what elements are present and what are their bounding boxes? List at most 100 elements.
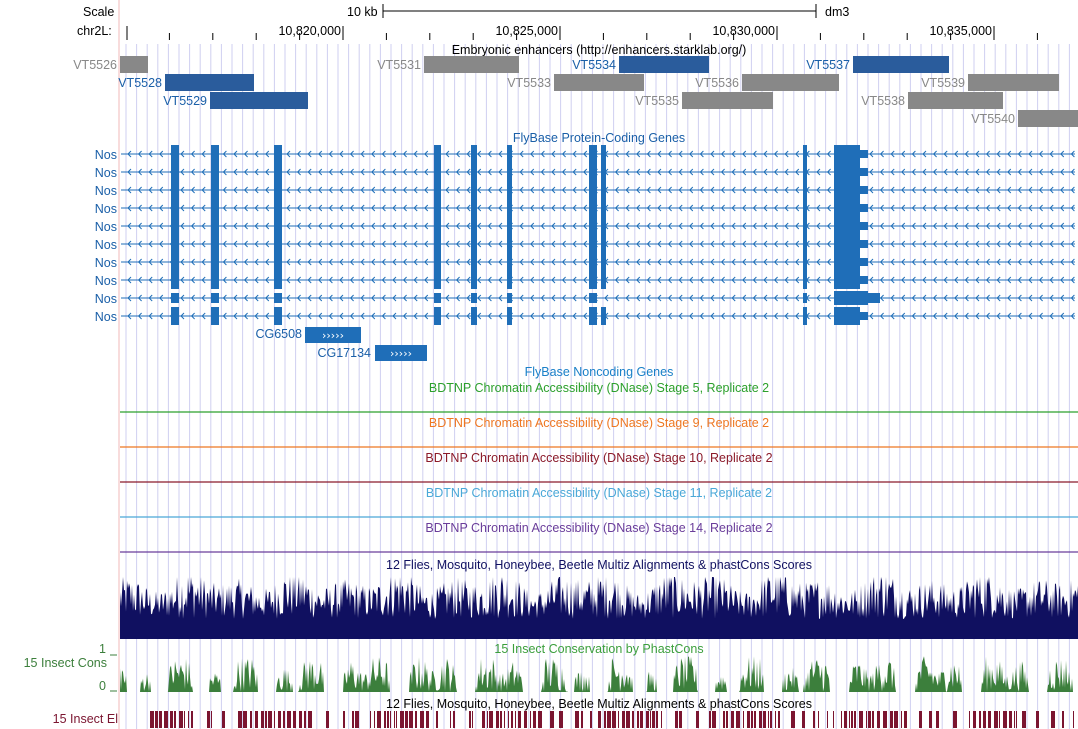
multiz-track[interactable]: 12 Flies, Mosquito, Honeybee, Beetle Mul… [120, 558, 1078, 639]
enhancer-block[interactable] [853, 56, 949, 73]
exon [471, 145, 477, 163]
conserved-element [1051, 711, 1055, 728]
dnase-track-stage[interactable]: BDTNP Chromatin Accessibility (DNase) St… [120, 486, 1078, 518]
exon [589, 217, 597, 235]
dnase-track-stage[interactable]: BDTNP Chromatin Accessibility (DNase) St… [120, 521, 1078, 553]
ruler-ticks: 10,820,000 10,825,000 10,830,000 10,835,000 [168, 24, 1038, 40]
gene-body-cg17134[interactable] [375, 345, 427, 361]
conserved-element [759, 711, 762, 728]
enhancer-block[interactable] [1018, 110, 1078, 127]
conserved-element [188, 711, 189, 728]
enhancer-block[interactable] [908, 92, 1003, 109]
conserved-element [607, 711, 611, 728]
conserved-element [712, 711, 716, 728]
transcript-label: Nos [95, 292, 117, 306]
enhancer-vt5536[interactable]: VT5536 [695, 74, 839, 91]
conserved-element [679, 711, 682, 728]
enhancer-vt5538[interactable]: VT5538 [861, 92, 1003, 109]
transcript-nos[interactable]: Nos [95, 163, 1075, 181]
enhancer-vt5539[interactable]: VT5539 [921, 74, 1059, 91]
phastcons-wiggle[interactable] [120, 656, 1078, 692]
scale-bar-label: 10 kb [347, 5, 378, 19]
exon [434, 293, 441, 303]
enhancer-block[interactable] [554, 74, 644, 91]
transcript-nos[interactable]: Nos [95, 271, 1075, 289]
enhancer-vt5533[interactable]: VT5533 [507, 74, 644, 91]
transcript-nos[interactable]: Nos [95, 217, 1075, 235]
dnase-track-stage[interactable]: BDTNP Chromatin Accessibility (DNase) St… [120, 381, 1078, 413]
enhancer-block[interactable] [619, 56, 709, 73]
strand-chevron-icon [127, 222, 1075, 230]
multiz-conservation-wiggle[interactable] [120, 577, 1078, 639]
conserved-elements-track[interactable]: 12 Flies, Mosquito, Honeybee, Beetle Mul… [53, 697, 1074, 728]
exon [434, 199, 441, 217]
exon [601, 271, 606, 289]
transcript-nos[interactable]: Nos [95, 235, 1075, 253]
enhancer-label: VT5535 [635, 94, 679, 108]
conserved-element [637, 711, 639, 728]
transcript-label: Nos [95, 184, 117, 198]
enhancer-block[interactable] [682, 92, 773, 109]
gene-body-cg6508[interactable] [305, 327, 361, 343]
conserved-element [778, 711, 780, 728]
transcript-nos[interactable]: Nos [95, 291, 1075, 306]
transcript-nos[interactable]: Nos [95, 307, 1075, 325]
enhancer-vt5529[interactable]: VT5529 [163, 92, 308, 109]
exon [589, 293, 597, 303]
conserved-element [763, 711, 766, 728]
dnase-track-stage[interactable]: BDTNP Chromatin Accessibility (DNase) St… [120, 451, 1078, 483]
conserved-element [238, 711, 242, 728]
conserved-element [170, 711, 173, 728]
transcript-nos[interactable]: Nos [95, 253, 1075, 271]
conserved-element [770, 711, 772, 728]
enhancer-vt5534[interactable]: VT5534 [572, 56, 709, 73]
conserved-element [661, 711, 662, 728]
enhancer-vt5537[interactable]: VT5537 [806, 56, 949, 73]
ruler-track[interactable]: Scale chr2L: 10 kb dm3 10,820,000 10,825,… [77, 4, 1038, 40]
noncoding-track-title[interactable]: FlyBase Noncoding Genes [525, 365, 674, 379]
enhancer-vt5540[interactable]: VT5540 [971, 110, 1078, 127]
ruler-position-label: 10,820,000 [278, 24, 341, 38]
phastcons-track[interactable]: 15 Insect Conservation by PhastCons 15 I… [24, 642, 1078, 693]
exon [471, 181, 477, 199]
enhancer-block[interactable] [424, 56, 519, 73]
exon [274, 293, 282, 303]
transcript-nos[interactable]: Nos [95, 145, 1075, 163]
enhancer-vt5531[interactable]: VT5531 [377, 56, 519, 73]
enhancer-vt5535[interactable]: VT5535 [635, 92, 773, 109]
exon [274, 163, 282, 181]
enhancer-block[interactable] [120, 56, 148, 73]
transcript-nos[interactable]: Nos [95, 181, 1075, 199]
conserved-element [656, 711, 658, 728]
gene-cg17134[interactable]: CG17134 ››››› [317, 345, 427, 361]
transcript-nos[interactable]: Nos [95, 199, 1075, 217]
enhancer-block[interactable] [165, 74, 254, 91]
exon [507, 145, 512, 163]
exon [434, 307, 441, 325]
enhancer-block[interactable] [742, 74, 839, 91]
dnase-tracks[interactable]: BDTNP Chromatin Accessibility (DNase) St… [120, 381, 1078, 553]
conserved-element [450, 711, 451, 728]
protein-coding-genes-track[interactable]: FlyBase Protein-Coding Genes NosNosNosNo… [95, 131, 1075, 361]
conserved-element [243, 711, 247, 728]
multiz-track-title: 12 Flies, Mosquito, Honeybee, Beetle Mul… [386, 558, 812, 572]
exon [471, 199, 477, 217]
conserved-element [394, 711, 395, 728]
enhancer-block[interactable] [210, 92, 308, 109]
conserved-element [901, 711, 902, 728]
dnase-track-stage[interactable]: BDTNP Chromatin Accessibility (DNase) St… [120, 416, 1078, 448]
enhancer-vt5528[interactable]: VT5528 [118, 74, 254, 91]
enhancer-vt5526[interactable]: VT5526 [73, 56, 148, 73]
conserved-element [352, 711, 354, 728]
enhancers-track[interactable]: Embryonic enhancers (http://enhancers.st… [73, 43, 1078, 127]
conserved-element [1009, 711, 1012, 728]
nos-transcripts[interactable]: Nos Nos Nos Nos Nos Nos Nos Nos Nos Nos [95, 145, 1075, 325]
enhancer-block[interactable] [968, 74, 1059, 91]
exon [601, 181, 606, 199]
conserved-element [191, 711, 193, 728]
conserved-element-blocks[interactable] [150, 711, 1074, 728]
gene-cg6508[interactable]: CG6508 ››››› [255, 327, 361, 343]
conserved-element [518, 711, 521, 728]
